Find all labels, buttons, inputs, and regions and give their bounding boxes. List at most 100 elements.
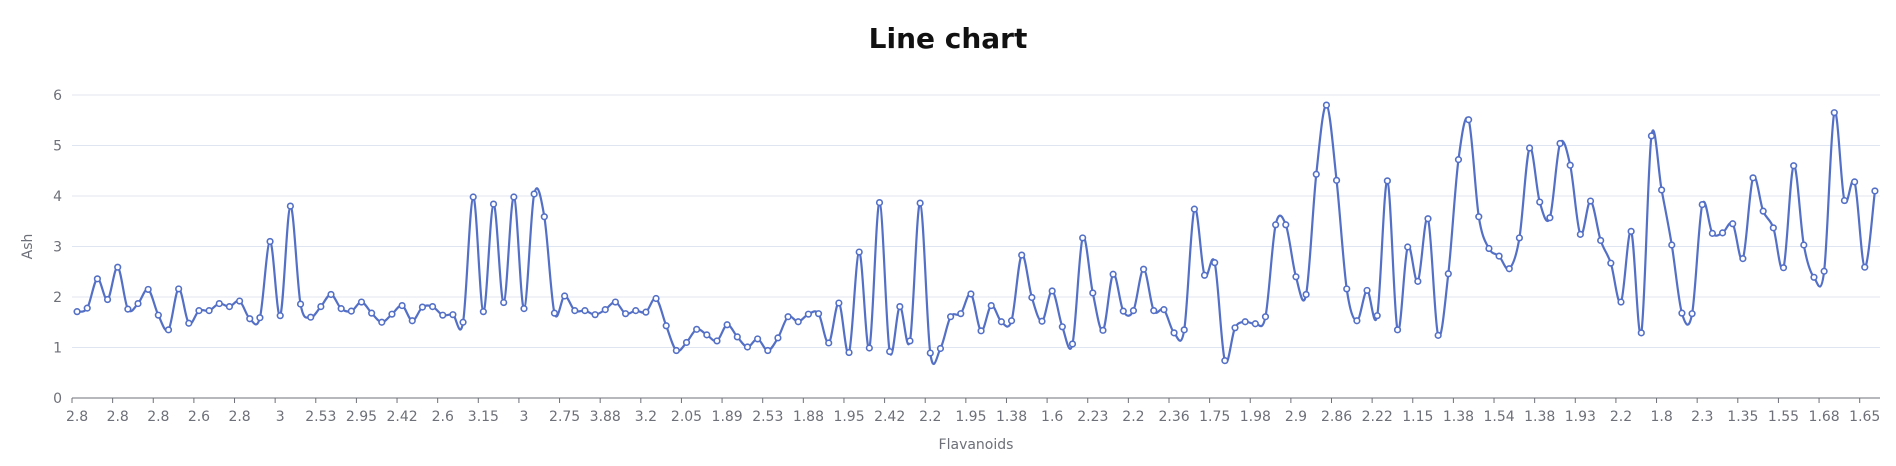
data-point[interactable] [134, 299, 142, 308]
data-point[interactable] [713, 337, 721, 345]
data-point[interactable] [1637, 329, 1645, 337]
data-point[interactable] [103, 295, 112, 304]
data-point[interactable] [1089, 289, 1097, 297]
data-point[interactable] [926, 349, 934, 357]
data-point[interactable] [540, 213, 548, 221]
data-point[interactable] [428, 302, 437, 311]
data-point[interactable] [1221, 357, 1229, 365]
data-point[interactable] [83, 304, 91, 312]
data-point[interactable] [814, 310, 823, 318]
data-point[interactable] [418, 303, 427, 311]
data-point[interactable] [469, 193, 477, 201]
data-point[interactable] [1434, 331, 1442, 339]
data-point[interactable] [1139, 265, 1148, 273]
data-point[interactable] [73, 308, 81, 316]
data-point[interactable] [1424, 215, 1432, 223]
data-point[interactable] [916, 199, 924, 207]
data-point[interactable] [439, 311, 447, 319]
data-point[interactable] [906, 337, 914, 345]
data-point[interactable] [93, 275, 101, 283]
data-point[interactable] [296, 300, 305, 308]
data-point[interactable] [1282, 221, 1290, 229]
data-point[interactable] [1749, 174, 1757, 182]
data-point[interactable] [1414, 277, 1422, 285]
data-point[interactable] [1718, 229, 1727, 237]
data-point[interactable] [1241, 318, 1249, 326]
data-point[interactable] [1160, 306, 1168, 314]
data-point[interactable] [1343, 285, 1351, 293]
data-point[interactable] [997, 318, 1005, 326]
data-point[interactable] [1200, 271, 1209, 279]
data-point[interactable] [276, 312, 284, 320]
data-point[interactable] [530, 190, 538, 198]
data-point[interactable] [1617, 298, 1625, 306]
data-point[interactable] [1800, 241, 1808, 249]
data-point[interactable] [1475, 213, 1483, 221]
data-point[interactable] [1261, 313, 1270, 321]
data-point[interactable] [510, 193, 518, 201]
data-point[interactable] [672, 346, 680, 355]
data-point[interactable] [266, 237, 274, 246]
data-point[interactable] [591, 311, 599, 319]
data-point[interactable] [1322, 101, 1331, 109]
data-point[interactable] [1018, 251, 1026, 259]
data-point[interactable] [977, 327, 985, 335]
data-point[interactable] [825, 339, 833, 347]
data-point[interactable] [1597, 236, 1605, 245]
data-point[interactable] [1698, 200, 1706, 209]
data-point[interactable] [205, 307, 213, 315]
data-point[interactable] [1058, 323, 1066, 331]
data-point[interactable] [1861, 263, 1869, 271]
data-point[interactable] [347, 307, 355, 315]
data-point[interactable] [1607, 259, 1615, 267]
data-point[interactable] [571, 307, 579, 315]
data-point[interactable] [1444, 270, 1452, 278]
data-point[interactable] [185, 319, 193, 327]
data-point[interactable] [1627, 227, 1635, 235]
data-point[interactable] [195, 307, 203, 315]
data-point[interactable] [550, 309, 559, 317]
data-point[interactable] [794, 318, 802, 326]
data-point[interactable] [144, 285, 152, 294]
data-point[interactable] [845, 348, 853, 357]
data-point[interactable] [1668, 241, 1676, 249]
data-point[interactable] [1180, 326, 1188, 334]
data-point[interactable] [1363, 286, 1371, 295]
data-point[interactable] [1393, 326, 1402, 334]
data-point[interactable] [967, 290, 975, 298]
data-point[interactable] [1302, 290, 1310, 299]
data-point[interactable] [1830, 109, 1838, 117]
data-point[interactable] [1079, 234, 1087, 242]
data-point[interactable] [1790, 162, 1798, 170]
data-point[interactable] [561, 292, 569, 300]
data-point[interactable] [947, 313, 955, 321]
data-point[interactable] [1007, 317, 1016, 325]
data-point[interactable] [368, 309, 376, 317]
data-point[interactable] [246, 315, 254, 323]
data-point[interactable] [1292, 273, 1300, 281]
data-point[interactable] [398, 301, 406, 310]
data-point[interactable] [987, 301, 995, 310]
data-point[interactable] [154, 311, 162, 319]
data-point[interactable] [774, 334, 782, 342]
data-point[interactable] [1820, 267, 1828, 275]
data-point[interactable] [327, 290, 335, 299]
data-point[interactable] [835, 299, 843, 307]
data-point[interactable] [1769, 224, 1777, 232]
data-point[interactable] [1272, 221, 1280, 229]
data-point[interactable] [1779, 264, 1788, 272]
data-point[interactable] [378, 318, 386, 326]
data-point[interactable] [459, 318, 467, 326]
data-point[interactable] [1109, 270, 1117, 278]
data-point[interactable] [957, 310, 965, 318]
data-point[interactable] [764, 346, 772, 355]
data-point[interactable] [855, 248, 863, 256]
data-point[interactable] [1190, 205, 1198, 213]
data-point[interactable] [804, 310, 813, 318]
data-point[interactable] [1211, 259, 1219, 267]
data-point[interactable] [1028, 293, 1036, 302]
data-point[interactable] [1353, 317, 1361, 325]
data-point[interactable] [1678, 309, 1686, 317]
data-point[interactable] [693, 325, 701, 333]
data-point[interactable] [1231, 324, 1239, 332]
